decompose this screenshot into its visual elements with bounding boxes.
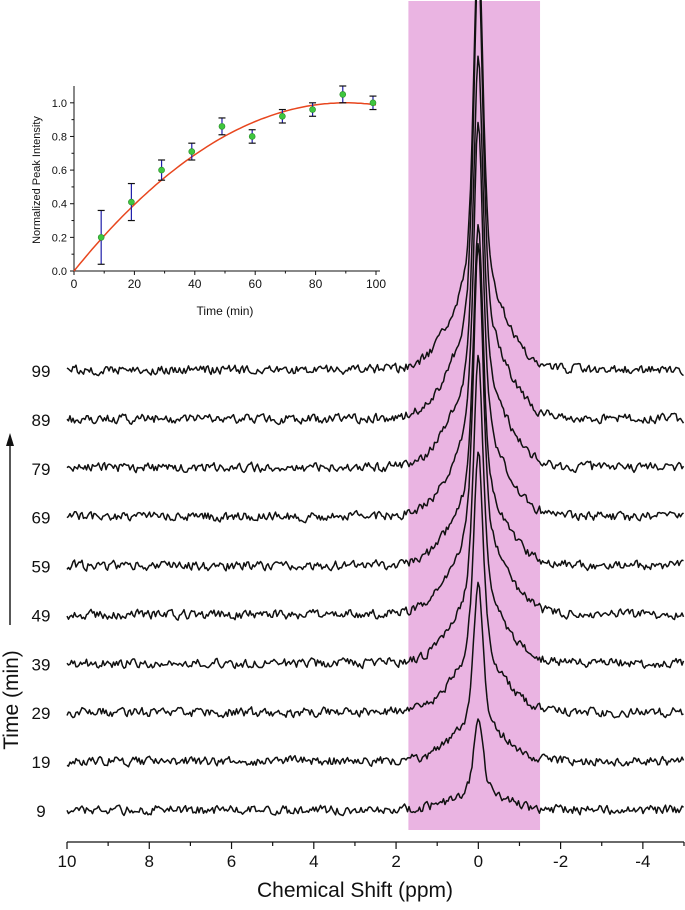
spectrum-trace xyxy=(66,718,684,817)
chemical-shift-axis: 10 8 6 4 2 0 -2 -4 Chemical Shift (ppm) xyxy=(58,841,685,902)
inset-y-tick-label: 0.6 xyxy=(52,165,67,177)
spectrum-trace xyxy=(66,121,684,524)
time-arrow-head xyxy=(6,433,14,446)
inset-fit-curve xyxy=(73,102,377,272)
x-axis-label: Chemical Shift (ppm) xyxy=(257,879,453,902)
trace-time-label: 89 xyxy=(32,411,51,430)
trace-time-label: 49 xyxy=(32,606,51,625)
x-tick-label: -4 xyxy=(635,852,650,871)
trace-time-label: 79 xyxy=(32,460,51,479)
inset-y-tick-label: 0.8 xyxy=(52,131,67,143)
spectra-traces xyxy=(66,0,685,817)
trace-time-label: 29 xyxy=(32,704,51,723)
x-tick-label: 4 xyxy=(309,852,318,871)
x-tick-label: 0 xyxy=(474,852,483,871)
inset-y-tick-label: 1.0 xyxy=(52,98,67,110)
inset-y-tick-label: 0.0 xyxy=(52,266,67,278)
highlight-band xyxy=(408,1,541,830)
trace-time-label: 69 xyxy=(32,509,51,528)
inset-data-points xyxy=(97,85,377,265)
x-tick-label: 6 xyxy=(227,852,236,871)
spectrum-trace xyxy=(66,55,685,474)
spectrum-trace xyxy=(66,242,685,621)
inset-x-tick-label: 80 xyxy=(309,277,323,291)
x-tick-label: 2 xyxy=(391,852,400,871)
inset-data-point xyxy=(218,123,226,130)
trace-time-labels: 9 19 29 39 49 59 69 79 89 99 xyxy=(32,362,51,821)
inset-y-tick-label: 0.2 xyxy=(52,232,67,244)
inset-data-point xyxy=(188,148,196,155)
inset-data-point xyxy=(279,112,286,120)
x-axis-ticks: 10 8 6 4 2 0 -2 -4 xyxy=(58,842,685,871)
inset-data-point xyxy=(158,166,165,174)
inset-x-tick-label: 20 xyxy=(128,277,142,291)
x-tick-label: 8 xyxy=(145,852,154,871)
inset-x-axis-label: Time (min) xyxy=(197,304,254,318)
inset-chart: 0 20 40 60 80 100 0.0 0.2 0.4 0.6 0.8 1.0 Time (min… xyxy=(31,85,386,318)
spectrum-trace xyxy=(66,0,685,426)
spectrum-trace xyxy=(66,581,685,768)
inset-data-point xyxy=(309,106,316,113)
inset-data-point xyxy=(128,198,135,206)
x-tick-label: -2 xyxy=(553,852,568,871)
trace-time-label: 59 xyxy=(32,558,51,577)
inset-y-axis-label: Normalized Peak Intensity xyxy=(31,116,43,244)
highlight-layer xyxy=(408,1,541,830)
trace-time-label: 39 xyxy=(32,655,51,674)
spectrum-trace xyxy=(66,0,684,377)
inset-axes: 0 20 40 60 80 100 0.0 0.2 0.4 0.6 0.8 1.0 xyxy=(52,86,386,291)
spectrum-trace xyxy=(66,354,685,670)
inset-data-point xyxy=(97,234,105,241)
inset-data-point xyxy=(339,91,347,98)
spectrum-trace xyxy=(66,451,684,719)
inset-x-tick-label: 100 xyxy=(366,277,386,291)
trace-time-label: 99 xyxy=(32,362,51,381)
inset-data-point xyxy=(369,99,377,107)
trace-time-label: 9 xyxy=(36,802,45,821)
trace-time-label: 19 xyxy=(32,753,51,772)
time-axis: Time (min) xyxy=(0,433,23,750)
inset-y-tick-label: 0.4 xyxy=(52,199,67,211)
inset-data-point xyxy=(248,133,256,140)
spectrum-trace xyxy=(66,223,684,572)
y-axis-label: Time (min) xyxy=(0,650,23,750)
x-tick-label: 10 xyxy=(58,852,77,871)
inset-x-tick-label: 40 xyxy=(188,277,202,291)
inset-x-tick-label: 0 xyxy=(71,277,78,291)
inset-x-tick-label: 60 xyxy=(249,277,263,291)
